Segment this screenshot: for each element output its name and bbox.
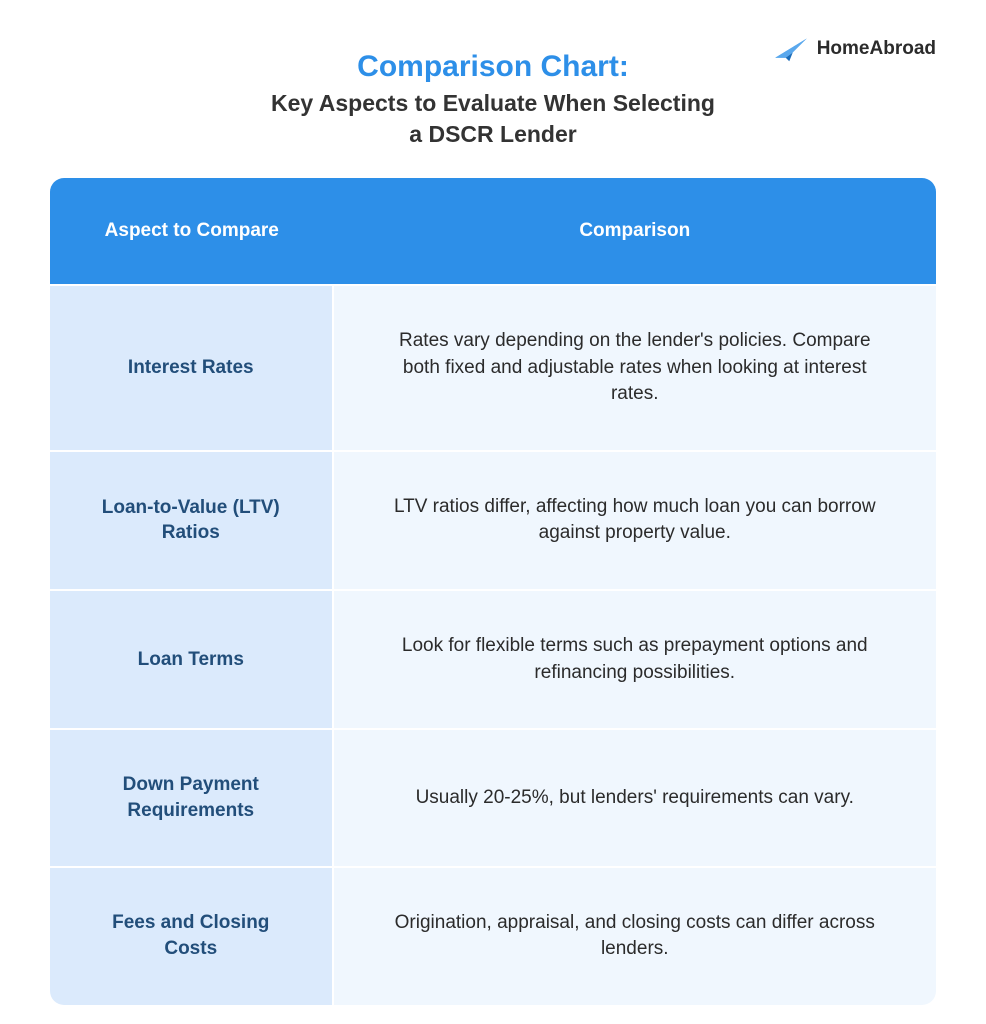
comparison-cell: LTV ratios differ, affecting how much lo… bbox=[334, 450, 936, 589]
aspect-cell: Loan Terms bbox=[50, 589, 334, 728]
comparison-cell: Usually 20-25%, but lenders' requirement… bbox=[334, 728, 936, 865]
brand-logo: HomeAbroad bbox=[773, 35, 936, 63]
brand-name: HomeAbroad bbox=[817, 38, 936, 60]
table-header-comparison: Comparison bbox=[334, 178, 936, 284]
table-header-row: Aspect to Compare Comparison bbox=[50, 178, 936, 284]
table-row: Interest Rates Rates vary depending on t… bbox=[50, 284, 936, 450]
comparison-cell: Rates vary depending on the lender's pol… bbox=[334, 284, 936, 450]
aspect-cell: Loan-to-Value (LTV) Ratios bbox=[50, 450, 334, 589]
subtitle-line-1: Key Aspects to Evaluate When Selecting bbox=[271, 90, 715, 116]
table-row: Fees and Closing Costs Origination, appr… bbox=[50, 866, 936, 1005]
aspect-cell: Fees and Closing Costs bbox=[50, 866, 334, 1005]
chart-subtitle: Key Aspects to Evaluate When Selecting a… bbox=[50, 88, 936, 150]
table-body: Interest Rates Rates vary depending on t… bbox=[50, 284, 936, 1005]
comparison-cell: Look for flexible terms such as prepayme… bbox=[334, 589, 936, 728]
table-header-aspect: Aspect to Compare bbox=[50, 178, 334, 284]
comparison-cell: Origination, appraisal, and closing cost… bbox=[334, 866, 936, 1005]
paper-plane-icon bbox=[773, 35, 809, 63]
table-row: Loan-to-Value (LTV) Ratios LTV ratios di… bbox=[50, 450, 936, 589]
table-row: Down Payment Requirements Usually 20-25%… bbox=[50, 728, 936, 865]
aspect-cell: Interest Rates bbox=[50, 284, 334, 450]
aspect-cell: Down Payment Requirements bbox=[50, 728, 334, 865]
chart-header: Comparison Chart: Key Aspects to Evaluat… bbox=[50, 50, 936, 150]
subtitle-line-2: a DSCR Lender bbox=[409, 121, 576, 147]
table-row: Loan Terms Look for flexible terms such … bbox=[50, 589, 936, 728]
comparison-table: Aspect to Compare Comparison Interest Ra… bbox=[50, 178, 936, 1005]
